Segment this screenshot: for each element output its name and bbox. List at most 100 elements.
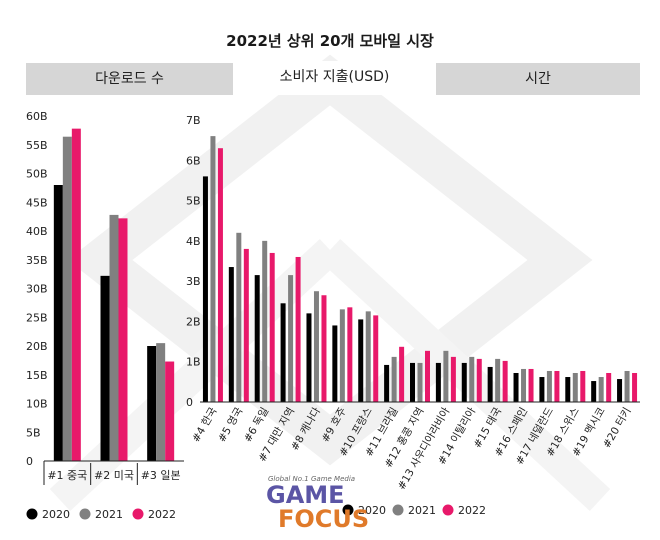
brand-word-game: GAME: [266, 481, 345, 509]
bar-2022: [269, 252, 275, 402]
bar-2020: [100, 275, 110, 461]
bar-2022: [528, 368, 534, 402]
legend-swatch-2022: [442, 504, 454, 516]
y-tick-label: 1B: [186, 356, 201, 369]
bar-2021: [339, 309, 345, 402]
bar-2022: [450, 356, 456, 402]
bar-2020: [202, 176, 208, 402]
legend-label-2020: 2020: [358, 504, 386, 517]
bar-2022: [373, 315, 379, 402]
bar-2020: [487, 366, 493, 402]
bar-2020: [513, 372, 519, 402]
bar-2022: [321, 295, 327, 402]
legend-swatch-2021: [392, 504, 404, 516]
bar-2022: [554, 370, 560, 402]
y-tick-label: 20B: [26, 340, 48, 353]
y-tick-label: 30B: [26, 283, 48, 296]
bar-2021: [624, 370, 630, 402]
bar-2022: [476, 358, 482, 402]
bar-2020: [461, 362, 467, 402]
bar-2022: [425, 350, 430, 402]
bar-2021: [443, 350, 449, 402]
bar-2020: [332, 325, 338, 402]
bar-2022: [243, 248, 249, 402]
bar-2021: [521, 368, 527, 402]
legend-label-2020: 2020: [42, 508, 70, 521]
y-tick-label: 7B: [186, 114, 201, 127]
bar-2021: [572, 372, 578, 402]
bar-2020: [53, 185, 63, 461]
bar-2020: [254, 275, 260, 402]
x-tick-label: #1 중국: [47, 469, 87, 482]
legend-swatch-2022: [132, 508, 144, 520]
bar-2020: [410, 362, 415, 402]
bar-2021: [391, 356, 397, 402]
y-tick-label: 25B: [26, 311, 48, 324]
bar-2022: [71, 128, 81, 461]
legend-label-2022: 2022: [148, 508, 176, 521]
bar-2022: [502, 360, 508, 402]
y-tick-label: 45B: [26, 196, 48, 209]
brand-tagline: Global No.1 Game Media: [268, 475, 356, 483]
bar-2020: [435, 362, 441, 402]
y-tick-label: 50B: [26, 168, 48, 181]
bar-2021: [288, 275, 294, 402]
bar-2020: [147, 346, 157, 461]
tab-downloads[interactable]: 다운로드 수: [95, 71, 164, 87]
bar-2022: [295, 256, 301, 402]
bar-2020: [565, 377, 571, 402]
bar-2021: [236, 232, 242, 402]
y-tick-label: 0: [26, 455, 33, 468]
legend-label-2021: 2021: [95, 508, 123, 521]
brand-word-focus: FOCUS: [278, 505, 370, 533]
y-tick-label: 4B: [186, 235, 201, 248]
bar-2020: [280, 303, 286, 402]
x-tick-label: #3 일본: [141, 468, 181, 482]
bar-2021: [156, 343, 166, 461]
bar-2022: [632, 372, 638, 402]
bar-2021: [313, 291, 319, 402]
bar-2021: [62, 136, 72, 461]
bar-2021: [546, 370, 552, 402]
bar-2022: [165, 361, 175, 461]
y-tick-label: 40B: [26, 225, 48, 238]
y-tick-label: 15B: [26, 369, 48, 382]
legend-swatch-2020: [342, 504, 354, 516]
bar-2020: [228, 267, 234, 402]
bar-2021: [262, 240, 268, 402]
y-tick-label: 2B: [186, 315, 201, 328]
bar-2022: [217, 148, 223, 402]
legend-swatch-2021: [79, 508, 91, 520]
bar-2022: [118, 218, 128, 461]
y-tick-label: 5B: [186, 195, 201, 208]
bar-2022: [606, 372, 612, 402]
bar-2020: [617, 379, 623, 402]
bar-2022: [580, 370, 586, 402]
tab-consumer-spend[interactable]: 소비자 지출(USD): [233, 61, 436, 95]
y-tick-label: 60B: [26, 110, 48, 123]
brand-logo: Global No.1 Game Media GAME FOCUS: [258, 475, 388, 533]
bar-2022: [399, 346, 405, 402]
bar-2021: [495, 358, 501, 402]
bar-2021: [598, 377, 604, 402]
y-tick-label: 6B: [186, 154, 201, 167]
bar-2020: [591, 381, 597, 402]
bar-2020: [306, 313, 312, 402]
y-tick-label: 0: [186, 396, 193, 409]
y-tick-label: 5B: [26, 426, 41, 439]
bar-2021: [365, 311, 371, 402]
x-tick-label: #2 미국: [94, 469, 134, 482]
tab-time[interactable]: 시간: [525, 71, 551, 87]
y-tick-label: 10B: [26, 398, 48, 411]
legend-label-2022: 2022: [458, 504, 486, 517]
legend-swatch-2020: [26, 508, 38, 520]
y-tick-label: 35B: [26, 254, 48, 267]
legend-label-2021: 2021: [408, 504, 436, 517]
bar-2020: [539, 377, 545, 402]
bar-2020: [358, 319, 364, 402]
page-title: 2022년 상위 20개 모바일 시장: [226, 32, 434, 50]
bar-2021: [417, 362, 423, 402]
